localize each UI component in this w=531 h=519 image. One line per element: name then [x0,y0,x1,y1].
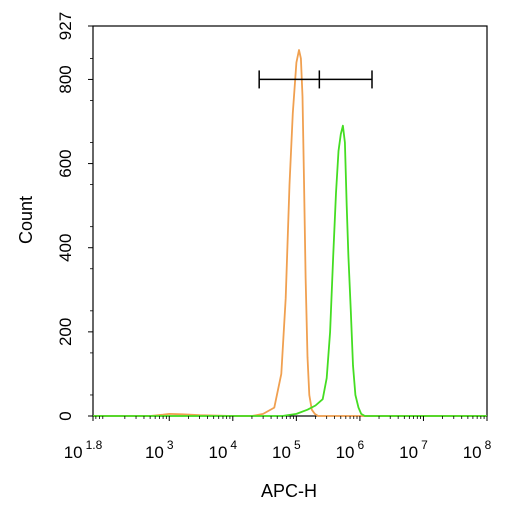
y-axis-title: Count [16,196,36,244]
x-tick-label: 10 4 [209,438,238,462]
y-tick-label: 200 [56,318,75,346]
x-tick-label: 10 1.8 [64,438,103,462]
x-tick-label: 10 3 [145,438,174,462]
series-line-1 [93,49,487,417]
y-axis: 0 200 400 600 800 927 [56,12,93,421]
plot-frame [92,25,488,417]
y-tick-label: 400 [56,234,75,262]
x-tick-label: 10 6 [336,438,365,462]
y-tick-label: 600 [56,149,75,177]
plot-border [92,25,488,417]
y-tick-label: 0 [56,411,75,420]
x-axis-title: APC-H [261,481,317,501]
x-tick-label: 10 7 [399,438,428,462]
x-tick-label: 10 8 [463,438,492,462]
y-tick-label: 800 [56,65,75,93]
y-tick-label: 927 [56,12,75,40]
annotation-layer [258,70,373,89]
series-line-2 [93,124,487,417]
x-axis: 10 1.8 10 3 10 4 10 5 10 6 10 7 10 8 [64,416,492,462]
series-layer [93,49,487,417]
x-tick-label: 10 5 [272,438,301,462]
